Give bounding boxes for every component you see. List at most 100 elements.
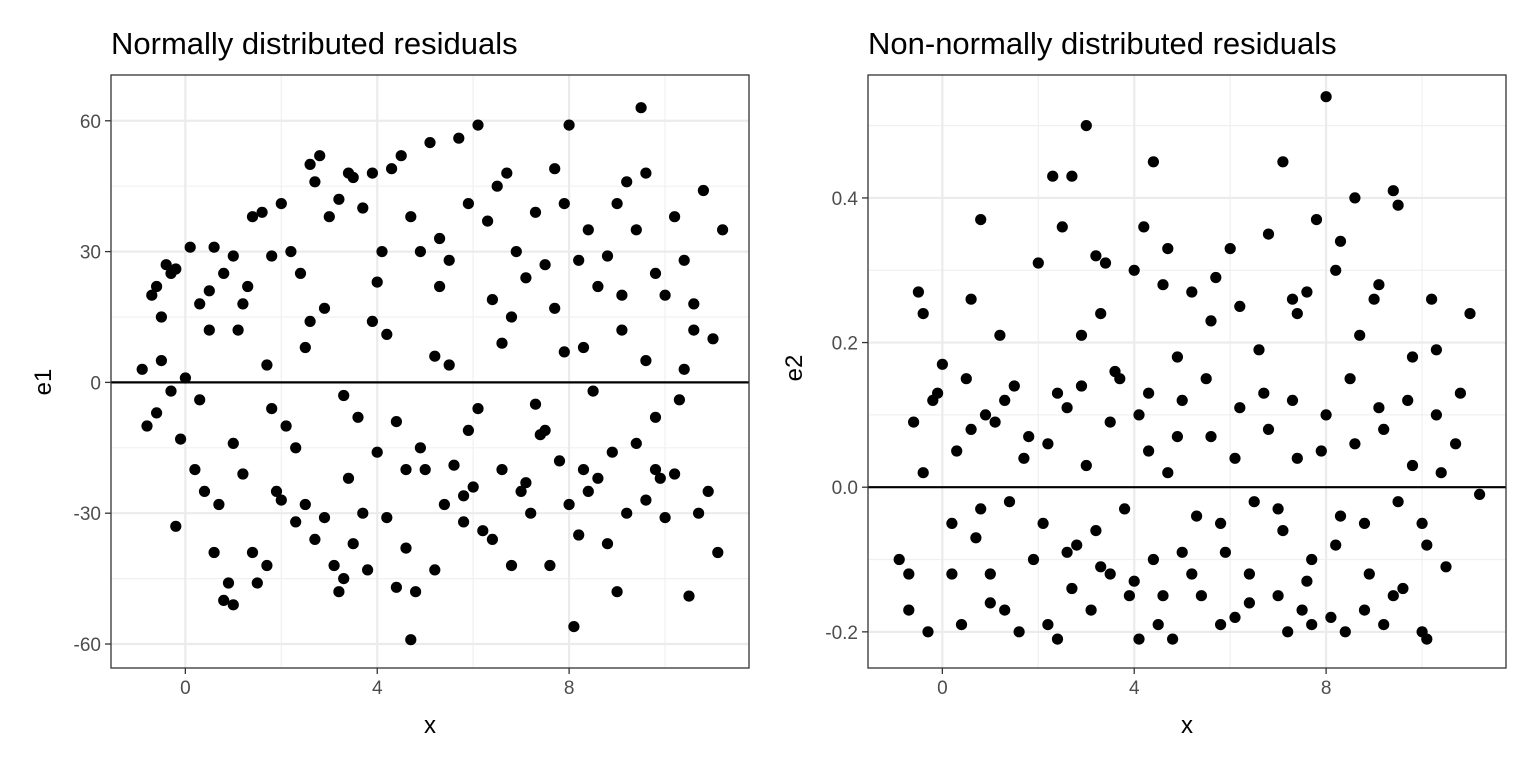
data-point — [290, 442, 302, 454]
data-point — [1205, 315, 1217, 327]
data-point — [338, 389, 350, 402]
data-point — [410, 586, 422, 598]
data-point — [1397, 582, 1409, 595]
data-point — [184, 241, 196, 253]
data-point — [697, 184, 710, 197]
data-point — [649, 267, 662, 279]
data-point — [1095, 308, 1107, 320]
data-point — [903, 604, 915, 616]
y-tick-label: 30 — [80, 243, 101, 264]
data-point — [908, 416, 920, 428]
data-point — [975, 503, 987, 515]
data-point — [1301, 286, 1313, 298]
data-point — [1368, 293, 1380, 305]
data-point — [1277, 156, 1289, 168]
data-point — [222, 577, 235, 589]
data-point — [1200, 373, 1212, 385]
data-point — [1138, 221, 1150, 233]
data-point — [649, 464, 662, 476]
data-point — [994, 329, 1006, 341]
data-point — [1349, 192, 1361, 204]
data-point — [529, 206, 542, 218]
data-point — [381, 328, 393, 340]
data-point — [1128, 575, 1140, 587]
data-point — [266, 403, 278, 415]
data-point — [496, 337, 508, 349]
scatter-panel-left: Normally distributed residuals 0 4 8 -60 -30… — [30, 26, 750, 739]
data-point — [1320, 409, 1332, 421]
data-point — [1426, 293, 1438, 305]
data-point — [999, 394, 1011, 406]
data-point — [1378, 619, 1390, 631]
data-point — [577, 464, 590, 476]
data-point — [381, 511, 393, 524]
data-point — [237, 468, 249, 480]
data-point — [1162, 467, 1174, 479]
data-point — [630, 437, 642, 449]
data-point — [194, 394, 206, 406]
data-point — [936, 358, 949, 370]
data-point — [434, 280, 446, 293]
data-point — [290, 516, 302, 528]
data-point — [1037, 517, 1049, 530]
data-point — [1219, 546, 1231, 558]
data-point — [1334, 235, 1347, 247]
data-point — [1047, 170, 1059, 182]
data-point — [496, 464, 508, 476]
data-point — [683, 590, 695, 602]
data-point — [1258, 387, 1270, 399]
data-point — [275, 494, 287, 506]
data-point — [491, 180, 503, 192]
data-point — [979, 409, 992, 421]
data-point — [1474, 488, 1486, 500]
data-point — [611, 198, 623, 210]
data-point — [1339, 626, 1351, 638]
panel-border — [867, 74, 1507, 669]
data-point — [529, 398, 542, 410]
data-point — [573, 529, 585, 541]
data-point — [1162, 243, 1174, 255]
data-point — [218, 594, 230, 607]
x-tick-label: 0 — [937, 678, 948, 699]
data-point — [1334, 510, 1347, 522]
data-point — [376, 246, 388, 258]
scatter-panel-right: Non-normally distributed residuals 0 4 8 -0… — [781, 26, 1507, 739]
data-point — [1291, 308, 1303, 320]
data-point — [946, 568, 958, 580]
data-point — [1402, 394, 1414, 406]
data-point — [707, 333, 719, 345]
data-point — [256, 206, 268, 218]
data-point — [414, 246, 426, 258]
data-point — [400, 464, 412, 476]
data-point — [1363, 568, 1375, 580]
data-point — [294, 267, 307, 279]
data-point — [1224, 243, 1236, 255]
y-tick-label: 60 — [80, 112, 101, 133]
data-point — [429, 564, 441, 576]
data-point — [170, 263, 182, 275]
data-point — [179, 372, 191, 384]
data-point — [438, 498, 450, 511]
data-point — [678, 363, 690, 375]
data-point — [1387, 185, 1399, 197]
data-point — [419, 464, 431, 476]
data-point — [213, 498, 225, 511]
data-point — [1133, 633, 1145, 645]
data-point — [1315, 445, 1327, 457]
data-point — [405, 634, 417, 646]
data-point — [621, 507, 633, 519]
data-point — [155, 311, 167, 323]
data-point — [1330, 264, 1342, 276]
data-point — [1104, 568, 1116, 580]
data-point — [984, 597, 996, 609]
x-axis-title: x — [424, 712, 436, 739]
x-axis-title: x — [1181, 712, 1193, 739]
data-point — [621, 176, 633, 188]
data-point — [261, 559, 273, 572]
data-point — [1080, 120, 1092, 132]
data-point — [1167, 633, 1179, 645]
data-point — [616, 289, 628, 301]
data-point — [1272, 503, 1284, 515]
data-point — [458, 490, 470, 502]
